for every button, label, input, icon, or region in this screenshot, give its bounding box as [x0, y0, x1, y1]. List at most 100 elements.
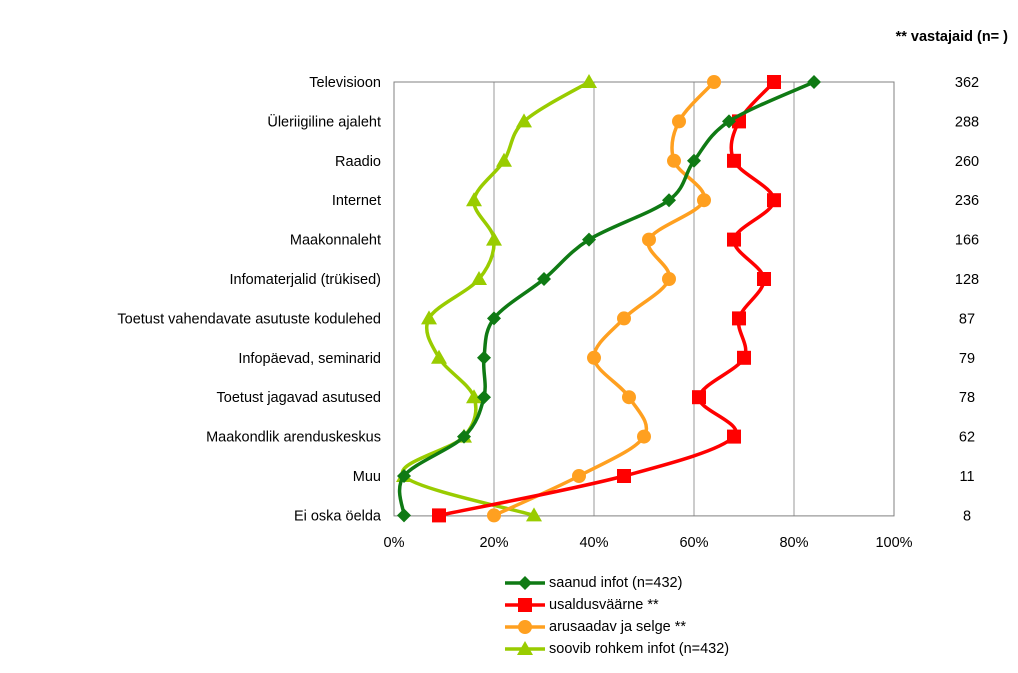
legend-square-marker — [518, 598, 532, 612]
square-marker — [727, 232, 741, 247]
respondent-count: 79 — [959, 351, 975, 367]
square-marker — [767, 75, 781, 89]
x-axis-tick-labels: 0% 20% 40% 60% 80% 100% — [384, 535, 913, 551]
category-label: Infomaterjalid (trükised) — [230, 272, 382, 288]
triangle-marker — [421, 310, 437, 325]
circle-marker — [487, 508, 501, 523]
series-group — [432, 75, 781, 523]
respondent-count: 236 — [955, 193, 979, 209]
triangle-marker — [496, 152, 512, 167]
diamond-marker — [807, 75, 821, 89]
diamond-marker — [487, 311, 501, 326]
legend-diamond-marker — [518, 576, 532, 590]
respondent-count: 260 — [955, 154, 979, 170]
square-marker — [432, 508, 446, 523]
category-label: Toetust jagavad asutused — [217, 390, 381, 406]
triangle-marker — [581, 74, 597, 88]
category-label: Internet — [332, 193, 381, 209]
diamond-marker — [687, 153, 701, 168]
diamond-marker — [537, 272, 551, 286]
circle-marker — [572, 469, 586, 483]
circle-marker — [617, 311, 631, 326]
series-lines — [396, 74, 821, 523]
diamond-marker — [397, 469, 411, 483]
respondent-count: 288 — [955, 114, 979, 130]
square-marker — [727, 429, 741, 444]
circle-marker — [622, 390, 636, 405]
x-tick-label: 100% — [875, 535, 912, 551]
diamond-marker — [477, 390, 491, 405]
circle-marker — [662, 272, 676, 286]
category-label: Maakonnaleht — [290, 233, 381, 249]
respondent-count: 362 — [955, 75, 979, 91]
triangle-marker — [466, 192, 482, 207]
respondent-count: 62 — [959, 430, 975, 446]
series-group — [397, 75, 821, 523]
series-line — [493, 80, 716, 517]
respondent-counts: 362 288 260 236 166 128 87 79 78 62 11 8 — [955, 75, 979, 524]
category-label: Raadio — [335, 154, 381, 170]
legend-swatch — [505, 576, 545, 590]
series-line — [438, 80, 776, 518]
x-tick-label: 60% — [679, 535, 708, 551]
square-marker — [757, 272, 771, 286]
legend-item: arusaadav ja selge ** — [503, 616, 729, 638]
square-marker — [692, 390, 706, 405]
category-label: Televisioon — [309, 75, 381, 91]
triangle-marker — [526, 507, 542, 522]
diamond-marker — [397, 508, 411, 523]
triangle-marker — [486, 231, 502, 246]
triangle-marker — [431, 349, 447, 364]
respondent-count: 87 — [959, 311, 975, 327]
square-marker — [727, 153, 741, 168]
legend-label: saanud infot (n=432) — [549, 575, 683, 591]
legend-swatch — [505, 641, 545, 655]
plot-area — [393, 81, 895, 517]
category-label: Muu — [353, 469, 381, 485]
category-label: Maakondlik arenduskeskus — [206, 430, 381, 446]
circle-marker — [642, 232, 656, 247]
category-label: Infopäevad, seminarid — [238, 351, 381, 367]
x-tick-label: 80% — [779, 535, 808, 551]
legend-swatch — [505, 598, 545, 612]
respondent-count: 11 — [959, 469, 974, 485]
respondent-count: 78 — [959, 390, 975, 406]
circle-marker — [587, 350, 601, 365]
legend-item: usaldusväärne ** — [503, 594, 729, 616]
legend-item: soovib rohkem infot (n=432) — [503, 638, 729, 660]
legend-triangle-marker — [517, 641, 533, 655]
respondent-count: 128 — [955, 272, 979, 288]
square-marker — [737, 350, 751, 365]
series-group — [396, 74, 597, 522]
respondent-count: 8 — [963, 508, 971, 524]
circle-marker — [697, 193, 711, 208]
square-marker — [732, 311, 746, 326]
diamond-marker — [457, 429, 471, 444]
series-group — [487, 75, 721, 523]
respondent-count: 166 — [955, 233, 979, 249]
legend-label: soovib rohkem infot (n=432) — [549, 641, 730, 657]
respondents-header: ** vastajaid (n= ) — [896, 29, 1009, 45]
category-labels: Televisioon Üleriigiline ajaleht Raadio Int… — [117, 75, 382, 524]
square-marker — [767, 193, 781, 208]
x-tick-label: 40% — [579, 535, 608, 551]
gridlines — [393, 82, 895, 516]
circle-marker — [637, 429, 651, 444]
legend: saanud infot (n=432) usaldusväärne ** arus… — [503, 572, 729, 660]
triangle-marker — [471, 271, 487, 285]
x-tick-label: 20% — [479, 535, 508, 551]
category-label: Üleriigiline ajaleht — [267, 112, 381, 130]
legend-swatch — [505, 620, 545, 634]
diamond-marker — [722, 114, 736, 129]
triangle-marker — [466, 389, 482, 404]
circle-marker — [707, 75, 721, 89]
series-line — [400, 80, 590, 518]
x-tick-label: 0% — [384, 535, 405, 551]
circle-marker — [667, 153, 681, 168]
diamond-marker — [477, 350, 491, 365]
legend-label: usaldusväärne ** — [549, 597, 659, 613]
category-label: Toetust vahendavate asutuste kodulehed — [117, 311, 381, 327]
legend-label: arusaadav ja selge ** — [549, 619, 687, 635]
diamond-marker — [662, 193, 676, 208]
